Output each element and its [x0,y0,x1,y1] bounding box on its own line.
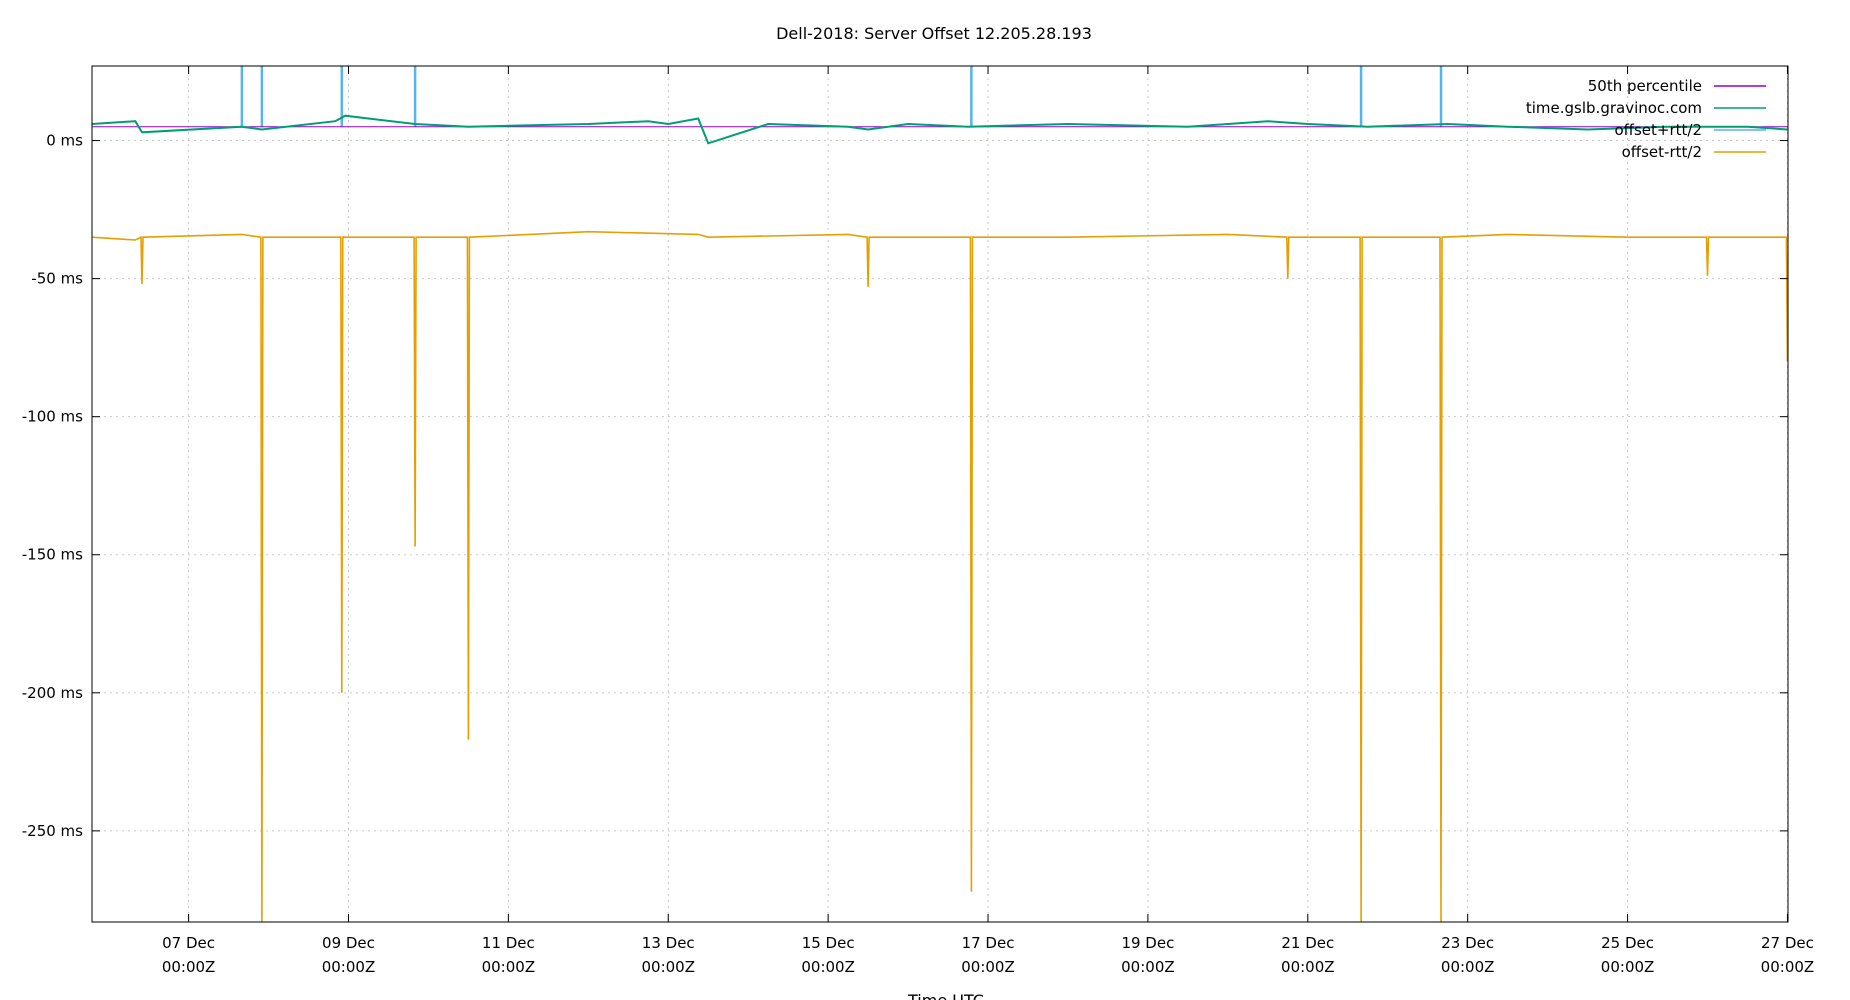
x-tick-label: 27 Dec [1761,934,1814,952]
series-line-offset-minus-rtt [92,230,1788,922]
x-tick-label-time: 00:00Z [801,958,855,976]
plot-border [91,65,1789,923]
x-tick-label: 21 Dec [1281,934,1334,952]
y-tick-label: -200 ms [22,684,83,702]
x-tick-label-time: 00:00Z [1121,958,1175,976]
series-clip-group [92,66,1788,922]
x-tick-label-time: 00:00Z [1441,958,1495,976]
x-tick-label: 07 Dec [162,934,215,952]
x-tick-label: 19 Dec [1121,934,1174,952]
x-tick-label: 09 Dec [322,934,375,952]
y-tick-label: -50 ms [31,270,83,288]
x-tick-label-time: 00:00Z [641,958,695,976]
legend: 50th percentile time.gslb.gravinoc.com off… [1526,77,1766,161]
y-tick-label: -100 ms [22,408,83,426]
x-tick-label-time: 00:00Z [961,958,1015,976]
x-axis-label: Time UTC [907,991,984,1000]
x-tick-label: 17 Dec [962,934,1015,952]
y-tick-label: -150 ms [22,546,83,564]
x-tick-label: 13 Dec [642,934,695,952]
legend-label: 50th percentile [1588,77,1702,95]
legend-label: offset+rtt/2 [1614,121,1702,139]
x-tick-label-time: 00:00Z [322,958,376,976]
series-layer [92,66,1788,922]
series-line-server [92,114,1788,145]
x-tick-label-time: 00:00Z [1601,958,1655,976]
x-tick-label-time: 00:00Z [482,958,536,976]
x-tick-label-time: 00:00Z [162,958,216,976]
axis-ticks: 0 ms -50 ms -100 ms -150 ms -200 ms -250 ms 07… [22,66,1814,976]
x-tick-label: 15 Dec [802,934,855,952]
y-tick-label: 0 ms [46,132,83,150]
x-tick-label-time: 00:00Z [1761,958,1815,976]
x-tick-label: 11 Dec [482,934,535,952]
x-tick-label-time: 00:00Z [1281,958,1335,976]
grid-lines [92,66,1788,922]
y-tick-label: -250 ms [22,822,83,840]
x-tick-label: 25 Dec [1601,934,1654,952]
x-tick-label: 23 Dec [1441,934,1494,952]
chart-title: Dell-2018: Server Offset 12.205.28.193 [776,24,1092,43]
legend-label: offset-rtt/2 [1622,143,1702,161]
legend-label: time.gslb.gravinoc.com [1526,99,1702,117]
